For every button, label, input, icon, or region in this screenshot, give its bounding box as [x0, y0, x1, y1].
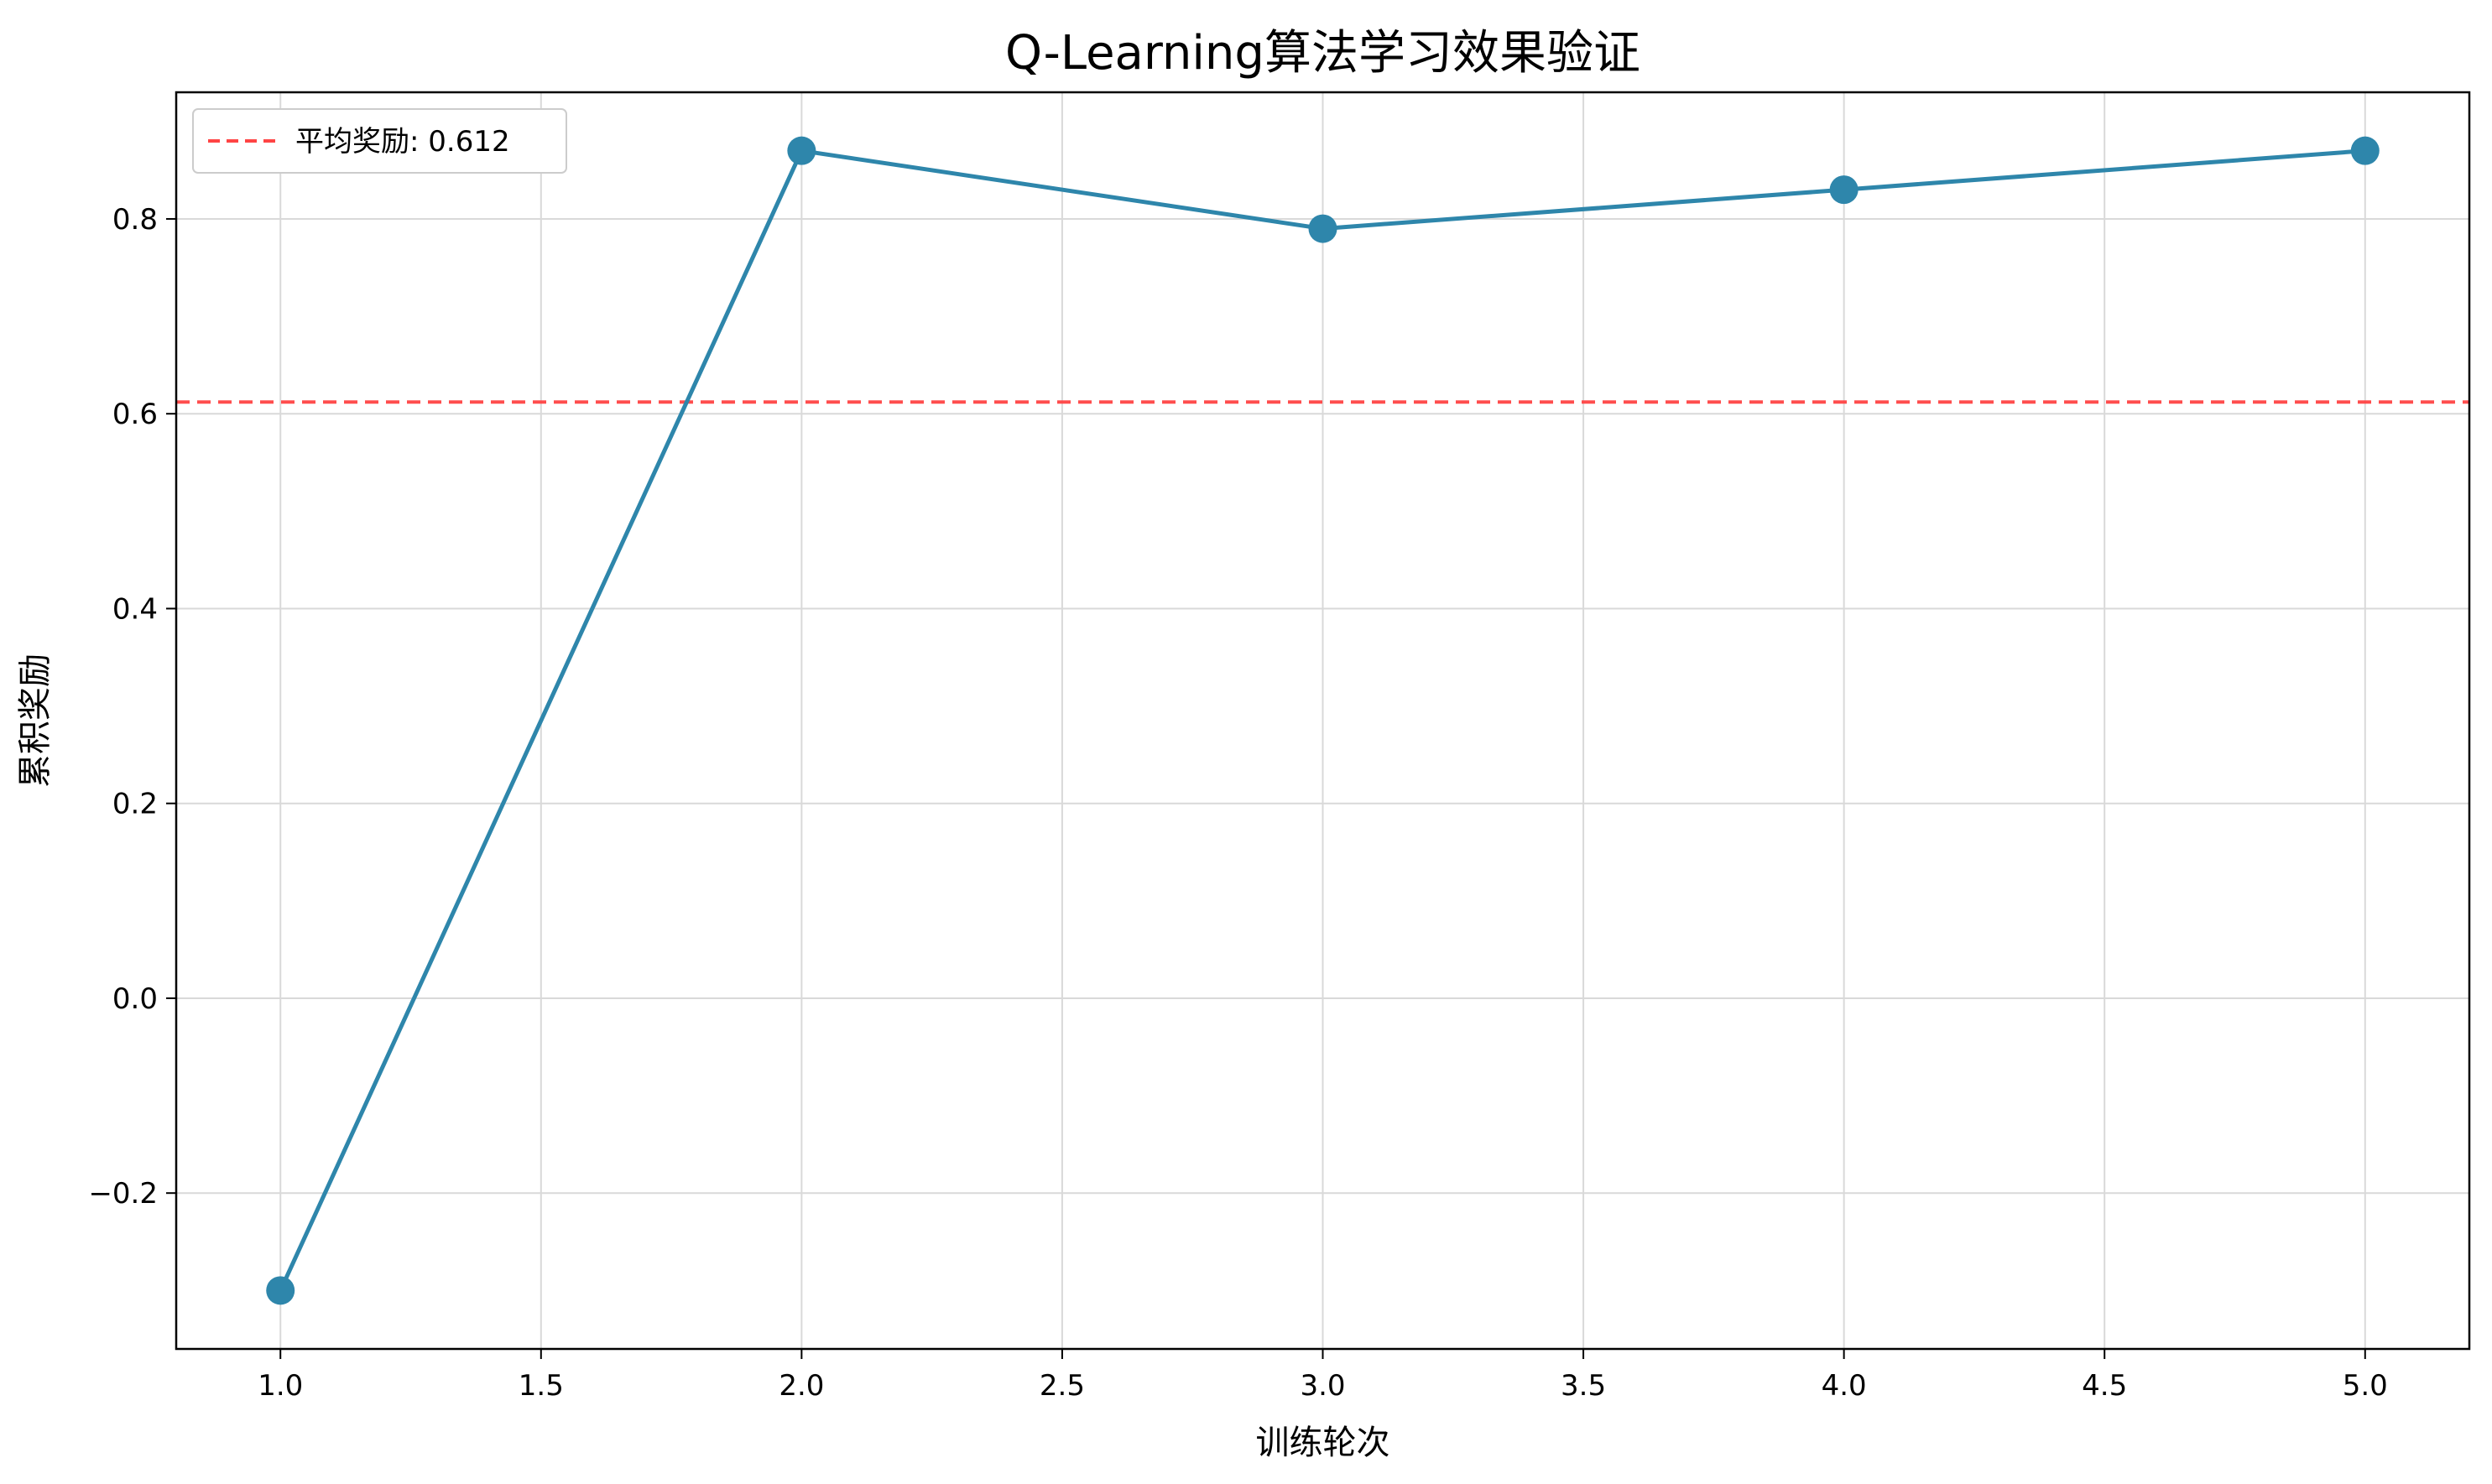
data-point — [1829, 175, 1859, 205]
x-tick-label: 1.5 — [519, 1369, 564, 1403]
x-tick-label: 1.0 — [258, 1369, 303, 1403]
data-point — [266, 1276, 295, 1305]
chart-title: Q-Learning算法学习效果验证 — [1005, 26, 1640, 81]
y-tick-label: 0.2 — [112, 788, 158, 821]
legend-box — [192, 108, 567, 174]
x-tick-label: 4.5 — [2082, 1369, 2127, 1403]
x-tick-label: 5.0 — [2343, 1369, 2388, 1403]
x-axis-label: 训练轮次 — [1256, 1424, 1390, 1462]
ticks: 1.0 1.5 2.0 2.5 3.0 3.5 4.0 4.5 5.0 −0.2 0.0 0.2 0.4… — [88, 203, 2387, 1403]
x-tick-label: 2.0 — [779, 1369, 824, 1403]
x-tick-label: 3.5 — [1561, 1369, 1606, 1403]
y-tick-label: 0.6 — [112, 398, 158, 431]
x-tick-label: 3.0 — [1300, 1369, 1345, 1403]
y-tick-label: −0.2 — [88, 1177, 158, 1211]
y-tick-label: 0.4 — [112, 592, 158, 626]
data-point — [2350, 136, 2380, 165]
series-layer — [266, 136, 2380, 1305]
data-point — [1308, 214, 1337, 243]
legend: 平均奖励: 0.612 — [192, 108, 567, 174]
legend-label-average: 平均奖励: 0.612 — [295, 125, 510, 159]
y-axis-label: 累积奖励 — [16, 653, 55, 788]
x-tick-label: 4.0 — [1822, 1369, 1867, 1403]
y-tick-label: 0.0 — [112, 982, 158, 1016]
grid — [176, 92, 2469, 1349]
data-point — [787, 136, 816, 165]
x-tick-label: 2.5 — [1040, 1369, 1085, 1403]
y-tick-label: 0.8 — [112, 203, 158, 237]
